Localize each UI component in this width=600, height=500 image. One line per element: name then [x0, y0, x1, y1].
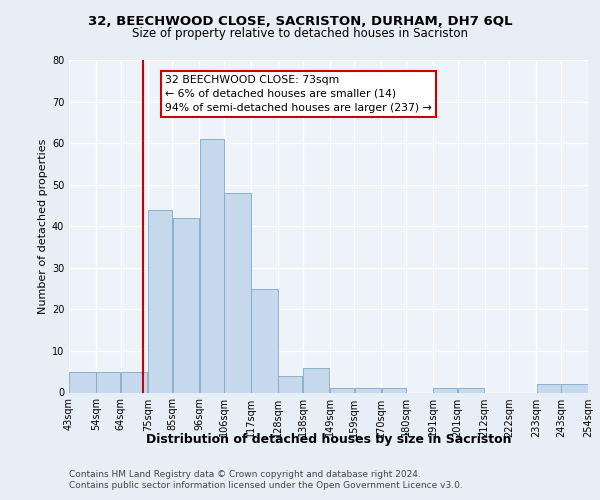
- Bar: [433, 388, 457, 392]
- Bar: [355, 388, 381, 392]
- Bar: [330, 388, 354, 392]
- Bar: [148, 210, 172, 392]
- Bar: [382, 388, 406, 392]
- Bar: [173, 218, 199, 392]
- Bar: [224, 193, 251, 392]
- Bar: [561, 384, 588, 392]
- Text: 32 BEECHWOOD CLOSE: 73sqm
← 6% of detached houses are smaller (14)
94% of semi-d: 32 BEECHWOOD CLOSE: 73sqm ← 6% of detach…: [165, 75, 432, 113]
- Bar: [69, 372, 96, 392]
- Text: Distribution of detached houses by size in Sacriston: Distribution of detached houses by size …: [146, 432, 512, 446]
- Y-axis label: Number of detached properties: Number of detached properties: [38, 138, 47, 314]
- Bar: [278, 376, 302, 392]
- Text: Contains public sector information licensed under the Open Government Licence v3: Contains public sector information licen…: [69, 481, 463, 490]
- Text: Contains HM Land Registry data © Crown copyright and database right 2024.: Contains HM Land Registry data © Crown c…: [69, 470, 421, 479]
- Text: 32, BEECHWOOD CLOSE, SACRISTON, DURHAM, DH7 6QL: 32, BEECHWOOD CLOSE, SACRISTON, DURHAM, …: [88, 15, 512, 28]
- Bar: [200, 139, 224, 392]
- Text: Size of property relative to detached houses in Sacriston: Size of property relative to detached ho…: [132, 28, 468, 40]
- Bar: [303, 368, 329, 392]
- Bar: [458, 388, 484, 392]
- Bar: [121, 372, 148, 392]
- Bar: [536, 384, 560, 392]
- Bar: [97, 372, 121, 392]
- Bar: [251, 288, 278, 393]
